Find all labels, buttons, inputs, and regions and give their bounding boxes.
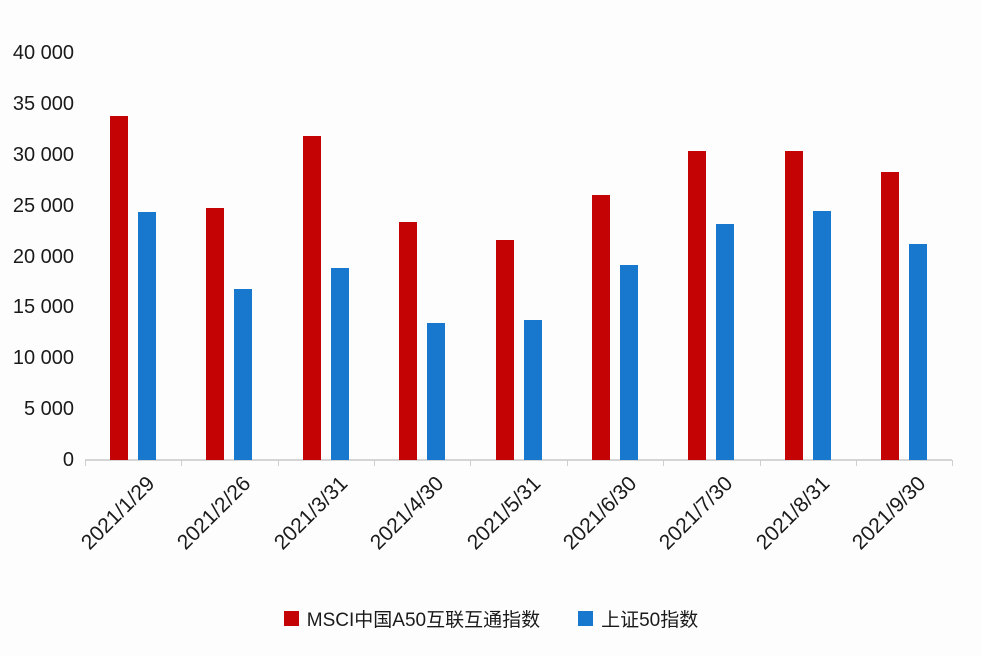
y-tick-label: 10 000 <box>12 347 74 370</box>
y-tick-label: 15 000 <box>12 296 74 319</box>
msci-a50-bar <box>784 150 803 460</box>
sse50-bar <box>523 319 542 460</box>
msci-a50-legend-label: MSCI中国A50互联互通指数 <box>306 610 541 631</box>
sse50-legend-label: 上证50指数 <box>601 610 699 631</box>
x-axis-tick <box>84 460 86 466</box>
x-tick-label: 2021/4/30 <box>366 472 449 555</box>
x-tick-label: 2021/2/26 <box>173 472 256 555</box>
msci-a50-bar <box>206 207 225 460</box>
msci-a50-bar <box>399 221 418 460</box>
y-tick-label: 35 000 <box>12 92 74 115</box>
x-tick-label: 2021/5/31 <box>462 472 545 555</box>
x-tick-label: 2021/3/31 <box>269 472 353 555</box>
legend-item-msci-a50: MSCI中国A50互联互通指数 <box>283 605 541 632</box>
sse50-bar <box>234 289 253 460</box>
x-tick-label: 2021/6/30 <box>558 472 642 555</box>
x-tick-label: 2021/9/30 <box>848 472 931 555</box>
sse50-bar <box>620 264 638 460</box>
sse50-bar <box>909 244 928 460</box>
x-axis-tick <box>374 460 375 466</box>
x-axis-tick <box>277 460 279 466</box>
sse50-legend-swatch-icon <box>578 611 594 626</box>
msci-a50-bar <box>302 136 321 460</box>
x-axis-tick <box>566 460 568 466</box>
legend-item-sse50: 上证50指数 <box>578 605 698 632</box>
x-tick-label: 2021/7/30 <box>655 472 738 555</box>
x-axis-tick <box>181 460 183 466</box>
y-tick-label: 40 000 <box>12 42 74 64</box>
msci-a50-bar <box>688 150 707 460</box>
x-axis-tick <box>470 460 472 466</box>
msci-a50-bar <box>881 172 900 460</box>
legend: MSCI中国A50互联互通指数 上证50指数 <box>0 605 982 632</box>
y-tick-label: 25 000 <box>12 194 74 217</box>
sse50-bar <box>330 267 349 460</box>
x-axis-line <box>84 459 953 461</box>
sse50-bar <box>427 322 446 460</box>
x-tick-label: 2021/8/31 <box>751 472 835 555</box>
msci-a50-bar <box>110 116 128 460</box>
sse50-bar <box>138 211 156 460</box>
msci-a50-legend-swatch-icon <box>283 611 299 626</box>
x-axis-tick <box>856 460 857 466</box>
y-tick-label: 5 000 <box>23 398 74 421</box>
x-axis-tick <box>759 460 761 466</box>
x-axis-tick <box>952 460 954 466</box>
x-axis-tick <box>663 460 665 466</box>
x-tick-label: 2021/1/29 <box>76 472 160 555</box>
msci-a50-bar <box>495 240 514 460</box>
y-tick-label: 0 <box>62 449 74 471</box>
y-tick-label: 20 000 <box>12 245 74 268</box>
msci-a50-bar <box>592 195 610 460</box>
y-tick-label: 30 000 <box>12 143 74 166</box>
sse50-bar <box>716 223 735 460</box>
sse50-bar <box>812 210 831 460</box>
